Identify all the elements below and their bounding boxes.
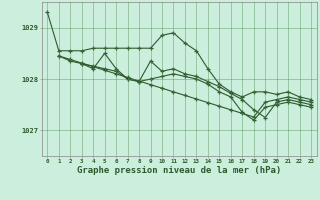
X-axis label: Graphe pression niveau de la mer (hPa): Graphe pression niveau de la mer (hPa) — [77, 166, 281, 175]
